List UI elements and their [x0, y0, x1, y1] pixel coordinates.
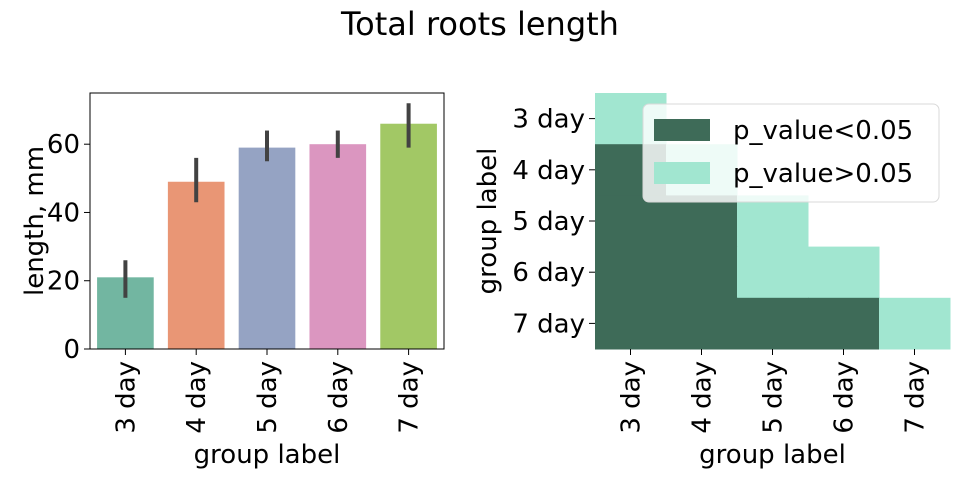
bar-4 — [309, 144, 367, 349]
bar-y-axis: 0 20 40 60 — [47, 130, 90, 365]
legend-swatch — [654, 162, 710, 184]
heatmap-chart: 3 day 4 day 5 day 6 day 7 day 3 day 4 day 5 da… — [473, 93, 951, 470]
heatmap-x-axis-label: group label — [699, 440, 846, 470]
bar-y-axis-label: length, mm — [20, 146, 50, 296]
heatmap-cell-5-4 — [808, 297, 880, 350]
heatmap-y-tick-label: 7 day — [512, 309, 585, 339]
heatmap-cell-5-3 — [737, 297, 809, 350]
heatmap-y-tick-label: 3 day — [512, 105, 585, 135]
legend: p_value<0.05 p_value>0.05 — [642, 103, 940, 203]
bar-x-tick-label: 4 day — [182, 361, 212, 434]
heatmap-x-axis: 3 day 4 day 5 day 6 day 7 day — [617, 349, 931, 434]
heatmap-cell-4-3 — [737, 246, 809, 299]
heatmap-cell-3-1 — [595, 195, 667, 248]
heatmap-cell-4-1 — [595, 246, 667, 299]
bar-series — [97, 123, 437, 349]
bar-chart: 0 20 40 60 3 day 4 day 5 day 6 day 7 day length… — [20, 92, 445, 470]
heatmap-cell-4-2 — [666, 246, 738, 299]
bar-y-tick-label: 20 — [47, 267, 80, 297]
bar-y-tick-label: 40 — [47, 198, 80, 228]
legend-label: p_value>0.05 — [733, 159, 913, 189]
heatmap-y-tick-label: 4 day — [512, 156, 585, 186]
bar-y-tick-label: 60 — [47, 130, 80, 160]
heatmap-cell-3-3 — [737, 195, 809, 248]
heatmap-cell-5-5 — [879, 297, 951, 350]
error-bars — [123, 103, 411, 298]
heatmap-x-tick-label: 7 day — [901, 361, 931, 434]
bar-x-tick-label: 3 day — [111, 361, 141, 434]
legend-box — [642, 103, 940, 203]
heatmap-x-tick-label: 3 day — [617, 361, 647, 434]
bar-x-tick-label: 6 day — [324, 361, 354, 434]
heatmap-cell-4-4 — [808, 246, 880, 299]
heatmap-x-tick-label: 5 day — [759, 361, 789, 434]
bar-x-axis: 3 day 4 day 5 day 6 day 7 day — [111, 349, 425, 434]
heatmap-x-tick-label: 6 day — [830, 361, 860, 434]
figure-title: Total roots length — [340, 5, 619, 43]
heatmap-y-axis-label: group label — [473, 148, 503, 295]
bar-x-tick-label: 7 day — [395, 361, 425, 434]
heatmap-cell-3-2 — [666, 195, 738, 248]
heatmap-x-tick-label: 4 day — [688, 361, 718, 434]
heatmap-y-tick-label: 5 day — [512, 207, 585, 237]
bar-2 — [167, 181, 225, 349]
heatmap-cell-5-1 — [595, 297, 667, 350]
heatmap-y-tick-label: 6 day — [512, 258, 585, 288]
bar-x-tick-label: 5 day — [253, 361, 283, 434]
legend-label: p_value<0.05 — [733, 116, 913, 146]
bar-3 — [238, 147, 296, 349]
bar-x-axis-label: group label — [194, 440, 341, 470]
heatmap-y-axis: 3 day 4 day 5 day 6 day 7 day — [512, 105, 595, 339]
bar-5 — [380, 123, 437, 349]
bar-y-tick-label: 0 — [63, 335, 80, 365]
heatmap-cell-5-2 — [666, 297, 738, 350]
legend-swatch — [654, 119, 710, 141]
